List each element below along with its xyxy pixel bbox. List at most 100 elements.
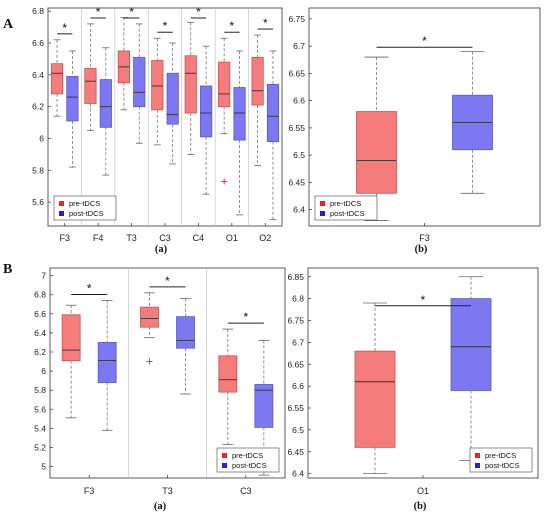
y-tick-label: 5.8 — [32, 165, 44, 175]
legend-swatch — [222, 463, 227, 468]
y-tick-label: 6.5 — [293, 150, 305, 160]
significance-star: * — [96, 5, 101, 19]
y-tick-label: 6.4 — [34, 328, 46, 338]
box-pre — [61, 314, 81, 361]
y-tick-label: 6.65 — [288, 68, 305, 78]
legend-box — [469, 447, 533, 473]
y-tick-label: 6.45 — [288, 177, 305, 187]
x-category-label: F3 — [419, 233, 430, 243]
significance-star: * — [87, 281, 92, 295]
legend-box — [53, 195, 117, 221]
x-category-label: O1 — [417, 486, 429, 496]
legend-swatch — [475, 453, 480, 458]
box-post — [233, 87, 246, 141]
legend-label: pre-tDCS — [69, 199, 100, 208]
plot-frame — [307, 267, 539, 479]
x-category-label: T3 — [162, 486, 173, 496]
section-label-a: A — [3, 17, 14, 32]
x-category-label: F3 — [84, 486, 95, 496]
y-tick-label: 6.75 — [288, 14, 305, 24]
box-post — [254, 384, 274, 428]
subfigure-caption: (b) — [415, 244, 428, 255]
significance-star: * — [62, 21, 67, 35]
legend-swatch — [59, 211, 64, 216]
legend-swatch — [320, 211, 325, 216]
y-tick-label: 6.7 — [292, 337, 304, 347]
significance-star: * — [129, 5, 134, 19]
x-category-label: F3 — [59, 233, 70, 243]
legend-swatch — [475, 463, 480, 468]
y-tick-label: 6.2 — [34, 347, 46, 357]
y-tick-label: 6.7 — [293, 41, 305, 51]
y-tick-label: 6.45 — [287, 447, 304, 457]
legend-box — [216, 447, 280, 473]
box-pre — [84, 68, 97, 104]
y-tick-label: 6.85 — [287, 272, 304, 282]
box-post — [99, 79, 112, 128]
legend-label: post-tDCS — [232, 461, 267, 470]
significance-star: * — [196, 5, 201, 19]
chart-panel-0: 5.6 5.8 6 6.2 6.4 6.6 6.8 F3 F4 T3 C3 C4 O1 O2 * * * * * * *… — [32, 5, 283, 255]
box-post — [450, 298, 492, 391]
plot-frame — [47, 7, 283, 227]
y-tick-label: 5.2 — [34, 442, 46, 452]
x-category-label: C4 — [193, 233, 205, 243]
chart-panel-3: 6.4 6.45 6.5 6.55 6.6 6.65 6.7 6.75 6.8 6.85 O1 * pr… — [287, 267, 539, 512]
box-pre — [218, 61, 231, 108]
x-category-label: O2 — [259, 233, 271, 243]
box-post — [66, 76, 79, 122]
x-category-label: C3 — [159, 233, 171, 243]
legend-label: pre-tDCS — [232, 451, 263, 460]
box-post — [266, 83, 280, 143]
significance-star: * — [263, 16, 268, 30]
y-tick-label: 6.65 — [287, 359, 304, 369]
box-post — [176, 316, 195, 349]
x-category-label: O1 — [226, 233, 238, 243]
charts-group: 5.6 5.8 6 6.2 6.4 6.6 6.8 F3 F4 T3 C3 C4 O1 O2 * * * * * * *… — [32, 5, 541, 512]
y-tick-label: 6.4 — [32, 70, 44, 80]
y-tick-label: 7 — [41, 271, 46, 281]
y-tick-label: 6.6 — [292, 381, 304, 391]
y-tick-label: 6.6 — [293, 96, 305, 106]
subfigure-caption: (a) — [155, 244, 168, 255]
legend-label: pre-tDCS — [330, 199, 361, 208]
box-pre — [354, 350, 396, 448]
y-tick-label: 6.6 — [32, 38, 44, 48]
box-pre — [50, 63, 64, 95]
y-tick-label: 6.2 — [32, 102, 44, 112]
box-pre — [184, 55, 197, 114]
y-tick-label: 6 — [41, 366, 46, 376]
x-category-label: T3 — [126, 233, 137, 243]
subfigure-caption: (a) — [154, 501, 167, 512]
x-category-label: F4 — [93, 233, 104, 243]
significance-star: * — [422, 34, 427, 48]
legend-swatch — [222, 453, 227, 458]
plot-frame — [308, 7, 541, 227]
legend-swatch — [59, 201, 64, 206]
legend-label: post-tDCS — [485, 461, 520, 470]
legend-label: post-tDCS — [330, 209, 365, 218]
significance-star: * — [230, 19, 235, 33]
y-tick-label: 6.8 — [32, 6, 44, 16]
legend-label: pre-tDCS — [485, 451, 516, 460]
y-tick-label: 6.6 — [34, 309, 46, 319]
legend-label: post-tDCS — [69, 209, 104, 218]
y-tick-label: 6.8 — [292, 294, 304, 304]
subfigure-caption: (b) — [414, 501, 427, 512]
y-tick-label: 6.4 — [293, 205, 305, 215]
box-post — [200, 85, 213, 138]
y-tick-label: 5.8 — [34, 385, 46, 395]
y-tick-label: 6.55 — [288, 123, 305, 133]
y-tick-label: 6.5 — [292, 425, 304, 435]
x-category-label: C3 — [240, 486, 252, 496]
y-tick-label: 5.6 — [34, 404, 46, 414]
y-tick-label: 5.6 — [32, 197, 44, 207]
y-tick-label: 5.4 — [34, 423, 46, 433]
y-tick-label: 6.55 — [287, 403, 304, 413]
chart-panel-1: 6.4 6.45 6.5 6.55 6.6 6.65 6.7 6.75 F3 * pre-tDCSp… — [288, 7, 541, 255]
box-pre — [356, 111, 397, 194]
